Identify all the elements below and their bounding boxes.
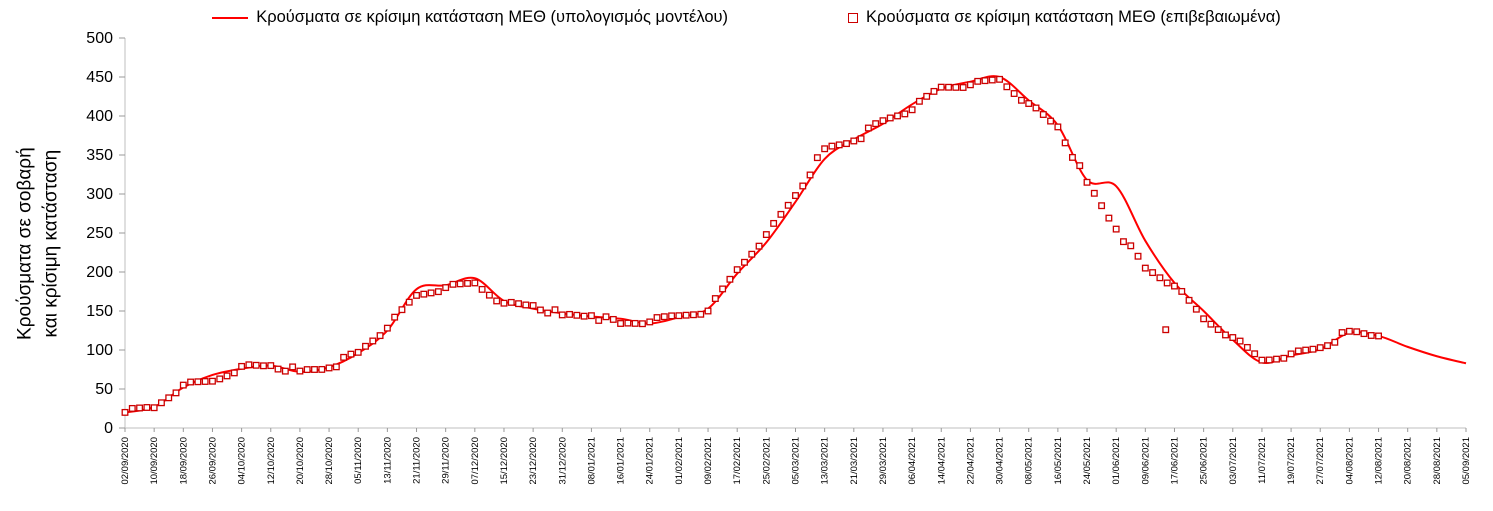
- svg-text:16/05/2021: 16/05/2021: [1053, 437, 1064, 485]
- svg-text:100: 100: [86, 342, 113, 359]
- svg-text:06/04/2021: 06/04/2021: [907, 437, 918, 485]
- svg-text:05/09/2021: 05/09/2021: [1461, 437, 1472, 485]
- svg-text:20/10/2020: 20/10/2020: [295, 437, 306, 485]
- legend-confirmed-label: Κρούσματα σε κρίσιμη κατάσταση ΜΕΘ (επιβ…: [866, 8, 1281, 26]
- svg-text:08/05/2021: 08/05/2021: [1024, 437, 1035, 485]
- svg-text:29/11/2020: 29/11/2020: [441, 437, 452, 484]
- model-line-swatch-icon: [212, 16, 249, 19]
- svg-text:05/11/2020: 05/11/2020: [353, 437, 364, 484]
- svg-text:05/03/2021: 05/03/2021: [791, 437, 802, 485]
- svg-text:29/03/2021: 29/03/2021: [878, 437, 889, 485]
- legend-item-model: Κρούσματα σε κρίσιμη κατάσταση ΜΕΘ (υπολ…: [212, 8, 728, 27]
- svg-text:04/08/2021: 04/08/2021: [1344, 437, 1355, 485]
- legend-model-label: Κρούσματα σε κρίσιμη κατάσταση ΜΕΘ (υπολ…: [256, 8, 729, 26]
- svg-text:08/01/2021: 08/01/2021: [586, 437, 597, 485]
- svg-text:30/04/2021: 30/04/2021: [995, 437, 1006, 485]
- svg-text:18/09/2020: 18/09/2020: [178, 437, 189, 485]
- svg-text:24/05/2021: 24/05/2021: [1082, 437, 1093, 485]
- svg-text:22/04/2021: 22/04/2021: [965, 437, 976, 485]
- svg-text:15/12/2020: 15/12/2020: [499, 437, 510, 485]
- svg-text:150: 150: [86, 303, 113, 320]
- svg-text:0: 0: [104, 420, 113, 437]
- confirmed-marker-swatch-icon: [848, 12, 859, 23]
- svg-text:19/07/2021: 19/07/2021: [1286, 437, 1297, 485]
- svg-text:03/07/2021: 03/07/2021: [1228, 437, 1239, 485]
- svg-text:28/10/2020: 28/10/2020: [324, 437, 335, 485]
- svg-text:16/01/2021: 16/01/2021: [616, 437, 627, 485]
- svg-text:25/06/2021: 25/06/2021: [1199, 437, 1210, 485]
- svg-text:27/07/2021: 27/07/2021: [1315, 437, 1326, 485]
- svg-text:300: 300: [86, 186, 113, 203]
- svg-text:04/10/2020: 04/10/2020: [237, 437, 248, 485]
- svg-text:21/03/2021: 21/03/2021: [849, 437, 860, 485]
- svg-text:02/09/2020: 02/09/2020: [120, 437, 131, 485]
- svg-text:23/12/2020: 23/12/2020: [528, 437, 539, 485]
- svg-text:13/11/2020: 13/11/2020: [382, 437, 393, 484]
- legend-item-confirmed: Κρούσματα σε κρίσιμη κατάσταση ΜΕΘ (επιβ…: [848, 8, 1281, 27]
- svg-text:09/02/2021: 09/02/2021: [703, 437, 714, 485]
- svg-text:09/06/2021: 09/06/2021: [1140, 437, 1151, 485]
- svg-text:450: 450: [86, 69, 113, 86]
- svg-text:24/01/2021: 24/01/2021: [645, 437, 656, 485]
- svg-text:20/08/2021: 20/08/2021: [1403, 437, 1414, 485]
- chart-legend: Κρούσματα σε κρίσιμη κατάσταση ΜΕΘ (υπολ…: [0, 8, 1493, 27]
- svg-text:250: 250: [86, 225, 113, 242]
- svg-text:11/07/2021: 11/07/2021: [1257, 437, 1268, 484]
- svg-text:200: 200: [86, 264, 113, 281]
- svg-text:17/02/2021: 17/02/2021: [732, 437, 743, 485]
- svg-text:25/02/2021: 25/02/2021: [761, 437, 772, 485]
- svg-text:28/08/2021: 28/08/2021: [1432, 437, 1443, 485]
- svg-text:50: 50: [95, 381, 113, 398]
- svg-text:21/11/2020: 21/11/2020: [412, 437, 423, 484]
- svg-text:01/02/2021: 01/02/2021: [674, 437, 685, 485]
- svg-text:12/10/2020: 12/10/2020: [266, 437, 277, 485]
- svg-text:07/12/2020: 07/12/2020: [470, 437, 481, 485]
- svg-text:17/06/2021: 17/06/2021: [1169, 437, 1180, 485]
- svg-text:13/03/2021: 13/03/2021: [820, 437, 831, 485]
- svg-text:10/09/2020: 10/09/2020: [149, 437, 160, 485]
- svg-text:14/04/2021: 14/04/2021: [936, 437, 947, 485]
- svg-text:400: 400: [86, 108, 113, 125]
- svg-text:26/09/2020: 26/09/2020: [207, 437, 218, 485]
- svg-text:12/08/2021: 12/08/2021: [1374, 437, 1385, 485]
- svg-text:31/12/2020: 31/12/2020: [557, 437, 568, 485]
- svg-text:01/06/2021: 01/06/2021: [1111, 437, 1122, 485]
- svg-text:500: 500: [86, 30, 113, 47]
- svg-text:350: 350: [86, 147, 113, 164]
